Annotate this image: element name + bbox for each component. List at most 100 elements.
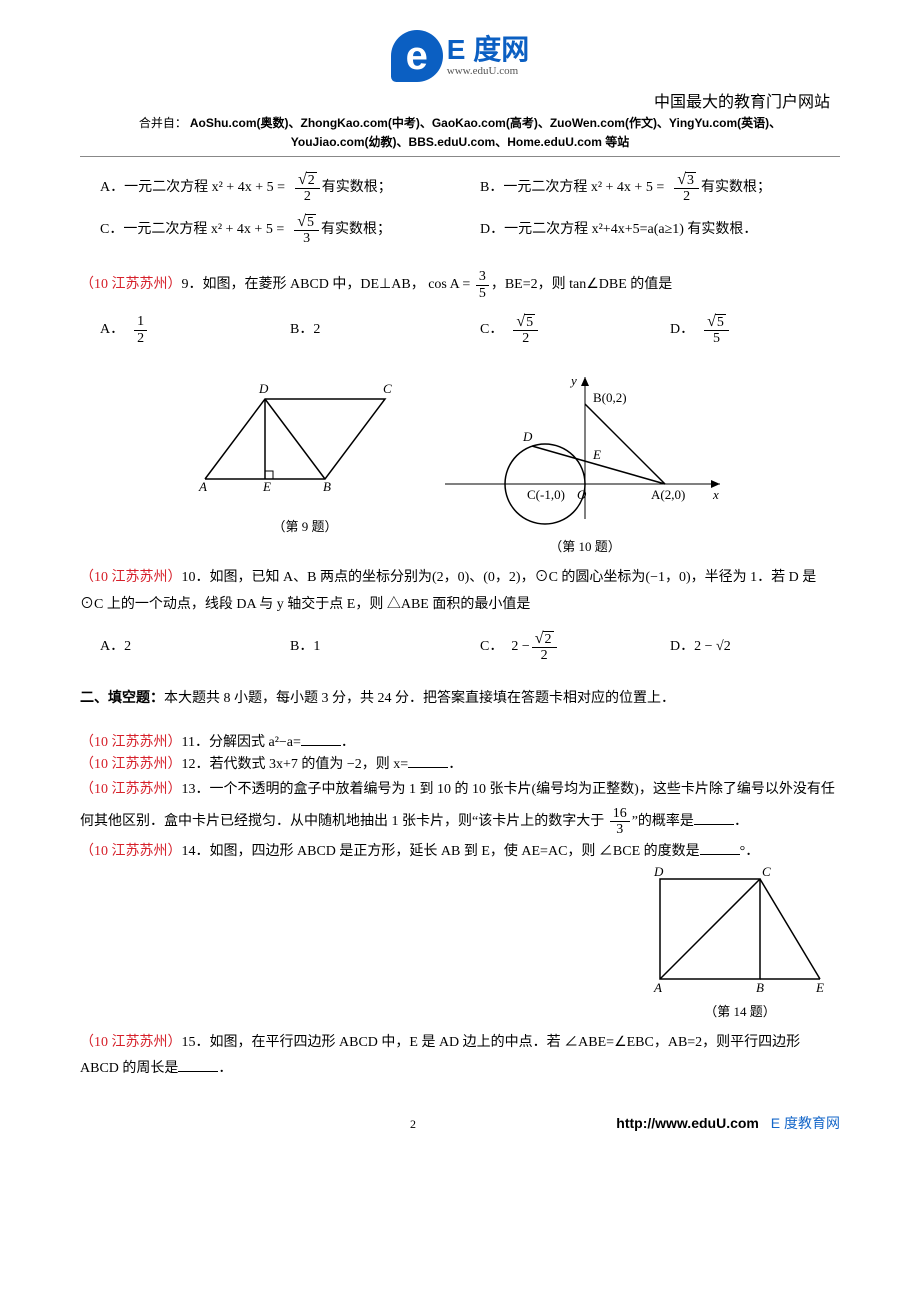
q11-blank <box>301 732 341 746</box>
page-footer: 2 http://www.eduU.com E 度教育网 <box>80 1113 840 1133</box>
q10-d-text: D．2 − √2 <box>670 634 731 661</box>
q10-c-den: 2 <box>538 648 551 663</box>
figure-10-caption: （第 10 题） <box>435 536 735 555</box>
site-logo: e E 度网 www.eduU.com <box>80 30 840 82</box>
q8-c-post: 有实数根； <box>321 217 391 244</box>
q12-text: 若代数式 3x+7 的值为 −2，则 x= <box>210 757 409 772</box>
q10-option-a: A．2 <box>80 626 270 668</box>
q13-frac-den: 3 <box>613 822 626 837</box>
figures-9-10: A E B D C （第 9 题） B(0,2) D E C(-1,0) <box>80 369 840 555</box>
q9-d-den: 5 <box>710 331 723 346</box>
q10: （10 江苏苏州）10．如图，已知 A、B 两点的坐标分别为(2，0)、(0，2… <box>80 565 840 668</box>
q8-c-den: 3 <box>300 231 313 246</box>
svg-text:y: y <box>569 373 577 388</box>
q14: （10 江苏苏州）14．如图，四边形 ABCD 是正方形，延长 AB 到 E，使… <box>80 840 840 860</box>
figure-9-caption: （第 9 题） <box>185 516 425 535</box>
q8-option-d: D．一元二次方程 x²+4x+5=a(a≥1) 有实数根． <box>460 209 840 251</box>
part2-heading: 二、填空题：本大题共 8 小题，每小题 3 分，共 24 分．把答案直接填在答题… <box>80 686 840 713</box>
q10-option-b: B．1 <box>270 626 460 668</box>
svg-text:A: A <box>198 479 207 494</box>
q13-tag: （10 江苏苏州） <box>80 782 182 797</box>
q15-end: ． <box>218 1061 232 1076</box>
q9-d-label: D． <box>670 317 694 344</box>
q9-c-label: C． <box>480 317 503 344</box>
q8-options: A．一元二次方程 x² + 4x + 5 = √22 有实数根； B．一元二次方… <box>80 167 840 251</box>
svg-text:x: x <box>712 487 719 502</box>
q13-frac-num: 16 <box>610 806 630 822</box>
q10-tag: （10 江苏苏州） <box>80 570 182 585</box>
figure-9: A E B D C （第 9 题） <box>185 369 425 555</box>
svg-text:E: E <box>262 479 271 494</box>
merge-line-2: YouJiao.com(幼教)、BBS.eduU.com、Home.eduU.c… <box>291 135 629 149</box>
q11-text: 分解因式 a²−a= <box>209 735 301 750</box>
q10-a-text: A．2 <box>100 634 131 661</box>
q8-b-den: 2 <box>680 189 693 204</box>
logo-subtitle: www.eduU.com <box>447 66 518 77</box>
q12-end: ． <box>448 757 462 772</box>
q12-blank <box>408 754 448 768</box>
svg-text:C(-1,0): C(-1,0) <box>527 487 565 502</box>
svg-text:A: A <box>653 980 662 994</box>
q13: （10 江苏苏州）13．一个不透明的盒子中放着编号为 1 到 10 的 10 张… <box>80 775 840 838</box>
q14-blank <box>700 841 740 855</box>
footer-brand: E 度教育网 <box>771 1115 840 1131</box>
q13-text2: ”的概率是 <box>632 814 694 829</box>
svg-text:D: D <box>653 864 664 879</box>
q9-a-num: 1 <box>134 314 147 330</box>
logo-title: E 度网 <box>447 36 529 64</box>
q9-tag: （10 江苏苏州） <box>80 277 182 292</box>
q13-num: 13． <box>182 782 210 797</box>
q9-c-den: 2 <box>519 331 532 346</box>
q10-c-pre: 2 − <box>511 634 529 661</box>
q10-c-label: C． <box>480 634 503 661</box>
svg-text:B: B <box>756 980 764 994</box>
q9-a-label: A． <box>100 317 124 344</box>
q9-option-d: D． √55 <box>650 309 840 351</box>
q9-text2: ，BE=2，则 tan∠DBE 的值是 <box>491 277 672 292</box>
q8-a-post: 有实数根； <box>322 175 392 202</box>
figure-14-caption: （第 14 题） <box>640 1001 840 1020</box>
q14-text: 如图，四边形 ABCD 是正方形，延长 AB 到 E，使 AE=AC，则 ∠BC… <box>210 844 700 859</box>
q10-option-c: C． 2 − √22 <box>460 626 650 668</box>
part2-desc: 本大题共 8 小题，每小题 3 分，共 24 分．把答案直接填在答题卡相对应的位… <box>164 691 675 706</box>
q9-text1: 如图，在菱形 ABCD 中，DE⊥AB， <box>203 277 425 292</box>
q10-b-text: B．1 <box>290 634 320 661</box>
svg-text:C: C <box>383 381 392 396</box>
q8-c-pre: C．一元二次方程 x² + 4x + 5 = <box>100 217 284 244</box>
q11-tag: （10 江苏苏州） <box>80 735 182 750</box>
q8-option-a: A．一元二次方程 x² + 4x + 5 = √22 有实数根； <box>80 167 460 209</box>
q13-blank <box>694 811 734 825</box>
q9-b-text: B．2 <box>290 317 320 344</box>
q8-b-pre: B．一元二次方程 x² + 4x + 5 = <box>480 175 664 202</box>
svg-text:C: C <box>762 864 771 879</box>
svg-text:A(2,0): A(2,0) <box>651 487 685 502</box>
q9-cos-den: 5 <box>476 286 489 301</box>
merge-prefix: 合并自： <box>139 116 187 130</box>
tagline: 中国最大的教育门户网站 <box>80 88 840 112</box>
q9: （10 江苏苏州）9．如图，在菱形 ABCD 中，DE⊥AB， cos A = … <box>80 269 840 351</box>
page-number: 2 <box>410 1117 416 1132</box>
q8-a-den: 2 <box>301 189 314 204</box>
q8-option-c: C．一元二次方程 x² + 4x + 5 = √53 有实数根； <box>80 209 460 251</box>
merge-sites: 合并自： AoShu.com(奥数)、ZhongKao.com(中考)、GaoK… <box>80 114 840 152</box>
q15-num: 15． <box>182 1035 210 1050</box>
q9-option-c: C． √52 <box>460 309 650 351</box>
q15-tag: （10 江苏苏州） <box>80 1035 182 1050</box>
q8-a-pre: A．一元二次方程 x² + 4x + 5 = <box>100 175 285 202</box>
q14-end: °． <box>740 844 760 859</box>
footer-url: http://www.eduU.com <box>616 1115 759 1131</box>
q8-b-post: 有实数根； <box>701 175 771 202</box>
q15-blank <box>178 1058 218 1072</box>
svg-text:D: D <box>522 429 533 444</box>
q13-end: ． <box>734 814 748 829</box>
q9-option-a: A． 12 <box>80 309 270 351</box>
merge-line-1: AoShu.com(奥数)、ZhongKao.com(中考)、GaoKao.co… <box>190 116 781 130</box>
part2-title: 二、填空题： <box>80 691 164 706</box>
q10-option-d: D．2 − √2 <box>650 626 840 668</box>
q9-a-den: 2 <box>134 331 147 346</box>
figure-14: A B E D C （第 14 题） <box>80 864 840 1020</box>
figure-10: B(0,2) D E C(-1,0) O A(2,0) x y （第 10 题） <box>435 369 735 555</box>
q10-num: 10． <box>182 570 210 585</box>
q11-num: 11． <box>182 735 209 750</box>
q11: （10 江苏苏州）11．分解因式 a²−a=． <box>80 731 840 751</box>
